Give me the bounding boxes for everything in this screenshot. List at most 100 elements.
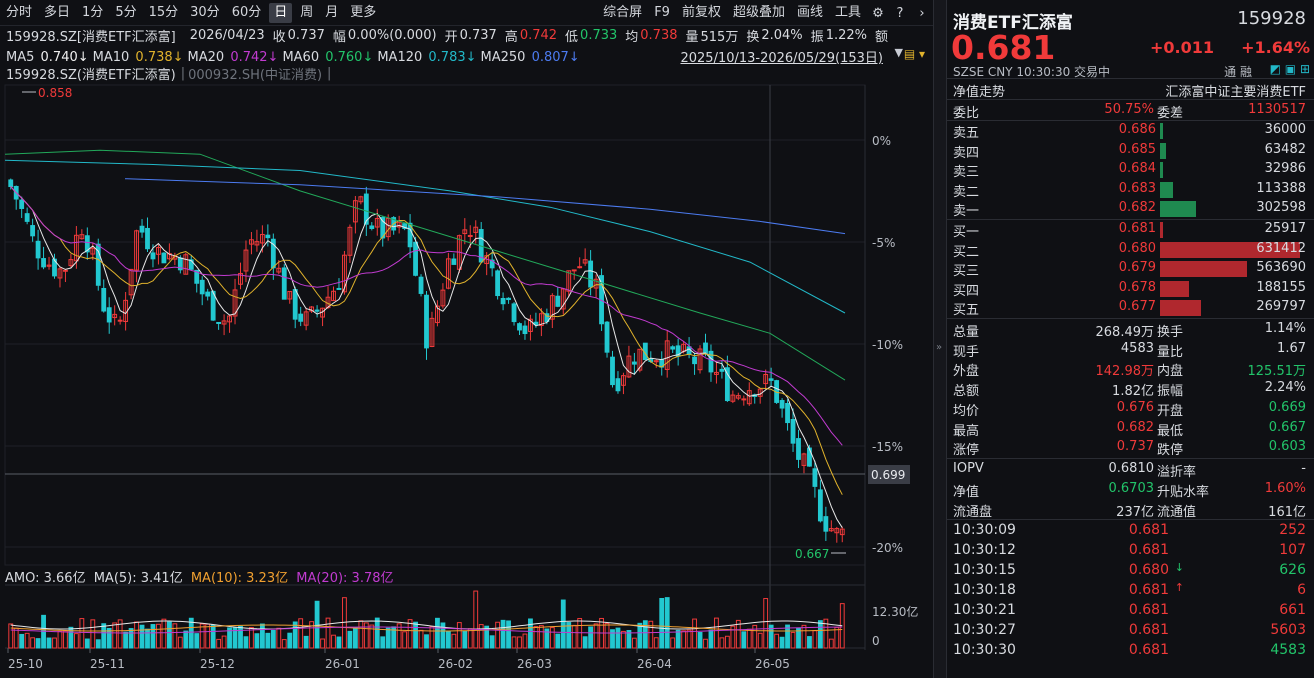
bid-volume: 269797 xyxy=(1256,299,1306,314)
period-tab-6[interactable]: 60分 xyxy=(231,4,262,20)
x-tick-label: 25-11 xyxy=(90,657,125,671)
settings-icon[interactable]: ⚙ xyxy=(872,5,884,21)
tick-time: 10:30:30 xyxy=(953,642,1016,658)
tool-button-2[interactable]: 前复权 xyxy=(681,5,721,20)
candle-body xyxy=(571,269,577,272)
bid-volume-bar xyxy=(1160,261,1247,277)
volume-bar xyxy=(424,634,429,649)
volume-max-label: 12.30亿 xyxy=(872,604,918,619)
candle-body xyxy=(117,319,123,322)
tick-row: 10:30:30 0.681 4583 xyxy=(947,640,1314,660)
period-tab-4[interactable]: 15分 xyxy=(148,4,179,20)
candle-body xyxy=(817,489,823,522)
amount-label: 额 xyxy=(875,29,889,45)
stat-label: 涨停 xyxy=(953,443,980,459)
ask-row: 卖三 0.684 32986 xyxy=(947,159,1314,180)
volume-bar xyxy=(779,636,785,649)
tick-time: 10:30:15 xyxy=(953,562,1016,578)
chart-tools: 综合屏 F9 前复权 超级叠加 画线 工具 ⚙? › xyxy=(597,0,933,26)
bid-level-label: 买四 xyxy=(953,283,980,299)
tool-button-4[interactable]: 画线 xyxy=(796,5,823,20)
period-tab-5[interactable]: 30分 xyxy=(190,4,220,20)
volume-bar xyxy=(462,630,468,649)
candle-body xyxy=(741,398,747,401)
volume-bar xyxy=(593,623,599,649)
volume-bar xyxy=(681,630,687,649)
tool-button-1[interactable]: F9 xyxy=(654,5,670,20)
stat-label: 外盘 xyxy=(953,364,980,380)
price-change-pct: +1.64% xyxy=(1241,38,1310,57)
period-tab-8[interactable]: 周 xyxy=(300,4,314,20)
volume-bar xyxy=(95,639,101,649)
volume-bar xyxy=(292,621,298,649)
candle-body xyxy=(451,258,457,265)
ma-legend-item-4: MA120 0.783↓ xyxy=(377,50,478,65)
volume-bar xyxy=(522,633,528,649)
volume-bar xyxy=(46,637,52,649)
period-tab-2[interactable]: 1分 xyxy=(82,4,104,20)
volume-bar xyxy=(183,630,189,649)
ma-legend-row: MA5 0.740↓ MA10 0.738↓ MA20 0.742↓ MA60 0.7… xyxy=(0,47,933,67)
volume-bar xyxy=(139,624,145,649)
volume-bar xyxy=(538,625,544,649)
fund-stat-label: 流通盘 xyxy=(953,505,993,520)
panel-tool-icons[interactable]: ◩ ▣ ⊞ xyxy=(1269,62,1310,76)
volume-bar xyxy=(719,637,725,649)
candle-body xyxy=(95,243,101,286)
candle-body xyxy=(839,528,845,536)
tick-time: 10:30:21 xyxy=(953,602,1016,618)
stat-value: 268.49万 xyxy=(1095,325,1155,340)
period-tab-7[interactable]: 日 xyxy=(269,2,293,23)
volume-bar xyxy=(358,620,364,649)
volume-bar xyxy=(500,619,506,649)
fund-full-name: 汇添富中证主要消费ETF xyxy=(1165,85,1306,100)
x-tick-label: 26-03 xyxy=(517,657,552,671)
overlay-series-label[interactable]: 000932.SH(中证消费) xyxy=(188,67,323,83)
amo-ma10: MA(10): 3.23亿 xyxy=(190,571,289,586)
candle-body xyxy=(473,226,479,233)
ask-row: 卖一 0.682 302598 xyxy=(947,198,1314,219)
volume-bar xyxy=(642,620,648,649)
candlestick-chart[interactable]: 0% -5% -10% -15% -20% 0.699 0.858 0.667 12.30亿 0 2… xyxy=(0,0,933,678)
tick-time: 10:30:27 xyxy=(953,622,1016,638)
bid-row: 买五 0.677 269797 xyxy=(947,297,1314,318)
chevron-right-icon[interactable]: › xyxy=(919,5,925,21)
candle-body xyxy=(380,216,386,239)
period-tab-10[interactable]: 更多 xyxy=(350,4,377,20)
stat-value-2: 1.14% xyxy=(1264,321,1306,336)
amo-ma20-line xyxy=(10,626,843,634)
nav-trend-link[interactable]: 净值走势 xyxy=(953,85,1006,100)
period-tab-3[interactable]: 5分 xyxy=(115,4,137,20)
quote-header: 消费ETF汇添富 159928 0.681 +0.011 +1.64% SZSE… xyxy=(947,0,1314,80)
date-range-selector[interactable]: 2025/10/13-2026/05/29(153日) xyxy=(680,51,883,66)
tool-button-3[interactable]: 超级叠加 xyxy=(732,5,785,20)
volume-bar xyxy=(577,618,583,649)
ask-level-label: 卖五 xyxy=(953,126,980,141)
volume-bar xyxy=(205,623,211,649)
volume-bar xyxy=(117,619,123,649)
panel-collapse-handle[interactable]: » xyxy=(933,0,947,678)
range-dropdown-icon[interactable]: ▼ xyxy=(894,46,903,59)
candle-body xyxy=(216,321,222,324)
bid-level-label: 买五 xyxy=(953,303,980,318)
candle-body xyxy=(336,287,342,290)
period-tab-1[interactable]: 多日 xyxy=(44,4,71,20)
volume-bar xyxy=(298,618,304,649)
tick-volume: 252 xyxy=(1279,522,1306,538)
candle-body xyxy=(588,260,594,288)
period-tab-9[interactable]: 月 xyxy=(325,4,339,20)
volume-bar xyxy=(571,624,577,649)
chart-settings-icon[interactable]: ▤ ▾ xyxy=(903,47,925,61)
candle-body xyxy=(84,235,90,253)
collapse-arrow-icon[interactable]: » xyxy=(936,342,943,353)
period-tab-0[interactable]: 分时 xyxy=(6,4,33,20)
volume-bar xyxy=(484,625,490,649)
tool-button-5[interactable]: 工具 xyxy=(834,5,861,20)
tool-button-0[interactable]: 综合屏 xyxy=(603,5,643,20)
volume-bar xyxy=(566,622,572,649)
tick-row: 10:30:21 0.681 661 xyxy=(947,600,1314,620)
high-marker-label: 0.858 xyxy=(38,86,72,100)
candle-body xyxy=(303,311,309,326)
help-icon[interactable]: ? xyxy=(896,5,904,21)
candle-body xyxy=(79,234,85,240)
